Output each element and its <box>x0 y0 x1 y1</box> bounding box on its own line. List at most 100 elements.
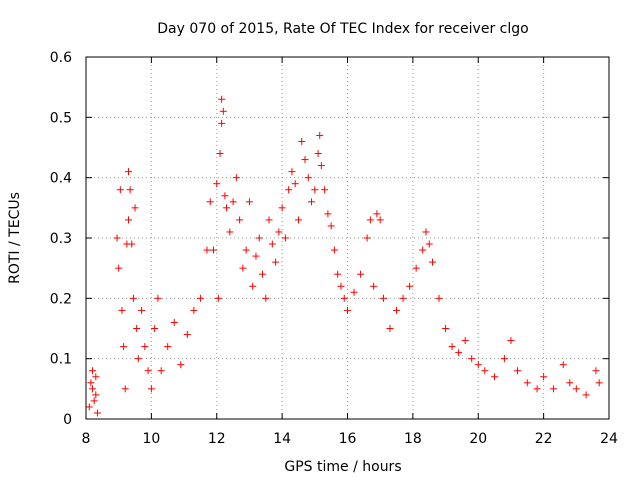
data-point <box>134 355 142 363</box>
chart-title: Day 070 of 2015, Rate Of TEC Index for r… <box>157 21 528 37</box>
data-point <box>272 258 280 266</box>
x-tick-label: 8 <box>82 431 91 447</box>
data-point <box>311 186 319 194</box>
data-point <box>324 210 332 218</box>
data-point <box>572 385 580 393</box>
data-point <box>321 186 329 194</box>
data-point <box>154 294 162 302</box>
data-point <box>301 156 309 164</box>
x-tick-label: 12 <box>208 431 226 447</box>
data-point <box>232 174 240 182</box>
data-points-layer <box>85 95 603 417</box>
x-tick-label: 22 <box>535 431 553 447</box>
data-point <box>85 403 93 411</box>
data-point <box>177 361 185 369</box>
data-point <box>317 162 325 170</box>
data-point <box>294 216 302 224</box>
y-tick-label: 0.3 <box>50 231 72 247</box>
data-point <box>92 391 100 399</box>
x-tick-label: 16 <box>339 431 357 447</box>
data-point <box>281 234 289 242</box>
data-point <box>298 137 306 145</box>
data-point <box>209 246 217 254</box>
data-point <box>113 234 121 242</box>
data-point <box>131 204 139 212</box>
data-point <box>218 95 226 103</box>
data-point <box>121 385 129 393</box>
data-point <box>203 246 211 254</box>
data-point <box>399 294 407 302</box>
data-point <box>308 198 316 206</box>
axis-ticks-layer: 8 10 12 14 16 18 20 22 24 0 0.1 0.2 0.3 0.4 0.5 0.6 <box>50 50 618 447</box>
data-point <box>157 367 165 375</box>
data-point <box>190 306 198 314</box>
data-point <box>406 282 414 290</box>
x-tick-label: 18 <box>404 431 422 447</box>
data-point <box>481 367 489 375</box>
data-point <box>265 216 273 224</box>
data-point <box>221 192 229 200</box>
data-point <box>474 361 482 369</box>
data-point <box>268 240 276 248</box>
data-point <box>370 282 378 290</box>
data-point <box>442 325 450 332</box>
data-point <box>252 252 260 260</box>
data-point <box>115 264 123 272</box>
data-point <box>133 325 141 332</box>
x-tick-label: 24 <box>600 431 618 447</box>
data-point <box>124 168 132 176</box>
data-point <box>379 294 387 302</box>
data-point <box>147 385 155 393</box>
data-point <box>126 186 134 194</box>
y-tick-label: 0.2 <box>50 291 72 307</box>
data-point <box>223 204 231 212</box>
x-tick-label: 14 <box>273 431 291 447</box>
data-point <box>314 150 322 158</box>
data-point <box>87 379 95 387</box>
data-point <box>366 216 374 224</box>
data-point <box>120 343 128 351</box>
data-point <box>592 367 600 375</box>
data-point <box>344 306 351 314</box>
data-point <box>129 294 137 302</box>
data-point <box>124 216 132 224</box>
data-point <box>262 294 270 302</box>
data-point <box>118 306 126 314</box>
data-point <box>255 234 263 242</box>
data-point <box>278 204 286 212</box>
y-tick-label: 0 <box>63 412 72 428</box>
data-point <box>218 119 226 127</box>
data-point <box>239 264 247 272</box>
data-point <box>507 337 515 345</box>
data-point <box>141 343 149 351</box>
data-point <box>549 385 557 393</box>
data-point <box>213 180 221 188</box>
data-point <box>89 385 97 393</box>
data-point <box>226 228 234 236</box>
data-point <box>138 306 146 314</box>
data-point <box>559 361 567 369</box>
data-point <box>291 180 299 188</box>
data-point <box>523 379 531 387</box>
data-point <box>386 325 394 332</box>
data-point <box>428 258 436 266</box>
data-point <box>566 379 574 387</box>
y-tick-label: 0.6 <box>50 50 72 66</box>
data-point <box>128 240 136 248</box>
data-point <box>422 228 430 236</box>
data-point <box>170 318 178 326</box>
data-point <box>92 373 100 381</box>
data-point <box>363 234 371 242</box>
x-axis-title: GPS time / hours <box>284 459 401 475</box>
data-point <box>412 264 420 272</box>
data-point <box>183 331 191 339</box>
y-tick-label: 0.4 <box>50 171 72 187</box>
data-point <box>259 270 267 278</box>
data-point <box>448 343 456 351</box>
data-point <box>249 282 257 290</box>
data-point <box>144 367 152 375</box>
data-point <box>468 355 476 363</box>
data-point <box>425 240 433 248</box>
data-point <box>229 198 237 206</box>
